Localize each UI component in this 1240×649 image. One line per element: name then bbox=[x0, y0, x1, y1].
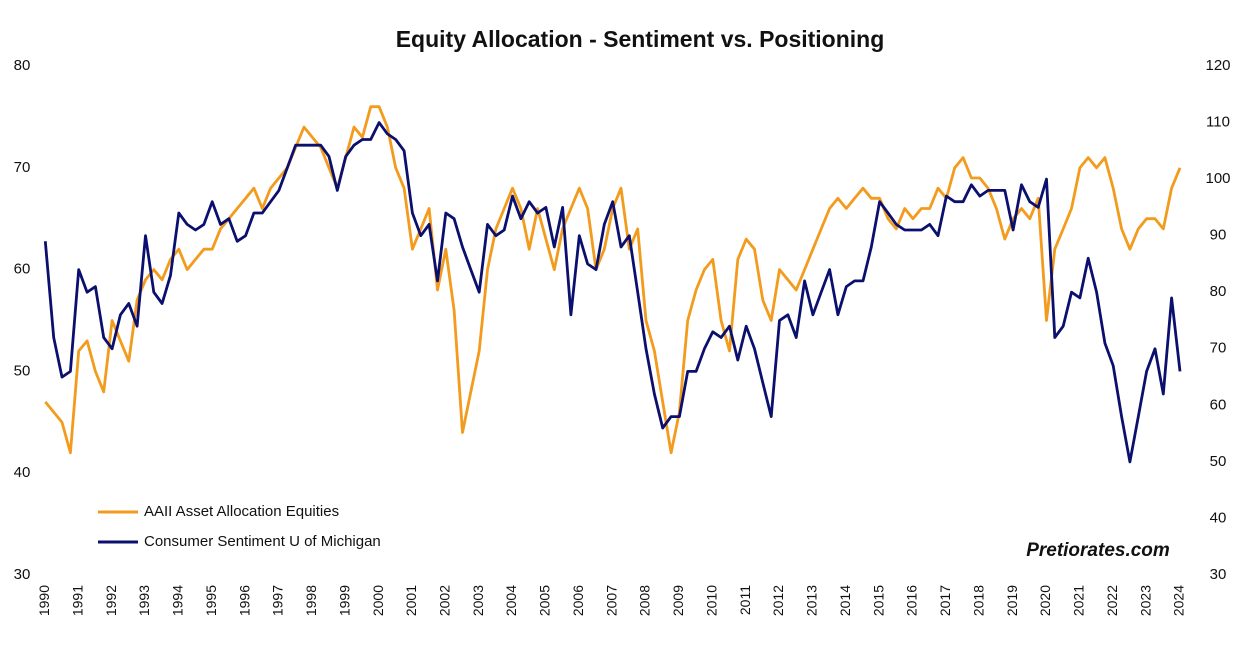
y2-tick-label: 70 bbox=[1210, 340, 1227, 357]
y-tick-label: 70 bbox=[14, 159, 31, 176]
x-tick-label: 2004 bbox=[503, 585, 519, 616]
series-line bbox=[43, 121, 1182, 464]
y2-tick-label: 30 bbox=[1210, 566, 1227, 583]
x-tick-label: 2023 bbox=[1137, 585, 1153, 616]
y2-tick-label: 80 bbox=[1210, 283, 1227, 300]
x-tick-label: 1990 bbox=[36, 585, 52, 616]
x-tick-label: 2000 bbox=[370, 585, 386, 616]
y-tick-label: 30 bbox=[14, 566, 31, 583]
x-tick-label: 1995 bbox=[203, 585, 219, 616]
x-tick-label: 2005 bbox=[537, 585, 553, 616]
series-line bbox=[44, 105, 1182, 455]
x-tick-label: 2012 bbox=[770, 585, 786, 616]
legend-label: AAII Asset Allocation Equities bbox=[144, 503, 339, 520]
x-tick-label: 2002 bbox=[437, 585, 453, 616]
x-tick-label: 2013 bbox=[804, 585, 820, 616]
x-tick-label: 1994 bbox=[170, 585, 186, 616]
y2-tick-label: 100 bbox=[1205, 170, 1230, 187]
y2-tick-label: 90 bbox=[1210, 227, 1227, 244]
legend-label: Consumer Sentiment U of Michigan bbox=[144, 533, 381, 550]
x-tick-label: 2024 bbox=[1171, 585, 1187, 616]
x-tick-label: 1992 bbox=[103, 585, 119, 616]
x-tick-label: 2009 bbox=[670, 585, 686, 616]
watermark: Pretiorates.com bbox=[1026, 540, 1170, 561]
x-tick-label: 2001 bbox=[403, 585, 419, 616]
x-tick-label: 1998 bbox=[303, 585, 319, 616]
y2-tick-label: 110 bbox=[1206, 114, 1230, 131]
x-tick-label: 2015 bbox=[870, 585, 886, 616]
x-tick-label: 1996 bbox=[236, 585, 252, 616]
x-tick-label: 1997 bbox=[270, 585, 286, 616]
y-tick-label: 50 bbox=[14, 362, 31, 379]
x-tick-label: 1999 bbox=[336, 585, 352, 616]
x-tick-label: 1991 bbox=[69, 585, 85, 616]
y2-tick-label: 120 bbox=[1205, 57, 1230, 74]
x-tick-label: 2022 bbox=[1104, 585, 1120, 616]
x-tick-label: 2008 bbox=[637, 585, 653, 616]
x-tick-label: 2014 bbox=[837, 585, 853, 616]
x-tick-label: 1993 bbox=[136, 585, 152, 616]
y-tick-label: 60 bbox=[14, 261, 31, 278]
x-tick-label: 2020 bbox=[1037, 585, 1053, 616]
x-tick-label: 2021 bbox=[1071, 585, 1087, 616]
x-tick-label: 2019 bbox=[1004, 585, 1020, 616]
x-tick-label: 2007 bbox=[603, 585, 619, 616]
x-tick-label: 2003 bbox=[470, 585, 486, 616]
y2-tick-label: 40 bbox=[1210, 509, 1227, 526]
x-tick-label: 2010 bbox=[703, 585, 719, 616]
x-tick-label: 2018 bbox=[970, 585, 986, 616]
y2-tick-label: 60 bbox=[1210, 396, 1227, 413]
chart-title: Equity Allocation - Sentiment vs. Positi… bbox=[396, 26, 885, 52]
y-tick-label: 40 bbox=[14, 464, 31, 481]
x-tick-label: 2011 bbox=[737, 585, 753, 615]
y2-tick-label: 50 bbox=[1210, 453, 1227, 470]
x-tick-label: 2016 bbox=[904, 585, 920, 616]
x-tick-label: 2017 bbox=[937, 585, 953, 616]
x-tick-label: 2006 bbox=[570, 585, 586, 616]
y-tick-label: 80 bbox=[14, 57, 31, 74]
